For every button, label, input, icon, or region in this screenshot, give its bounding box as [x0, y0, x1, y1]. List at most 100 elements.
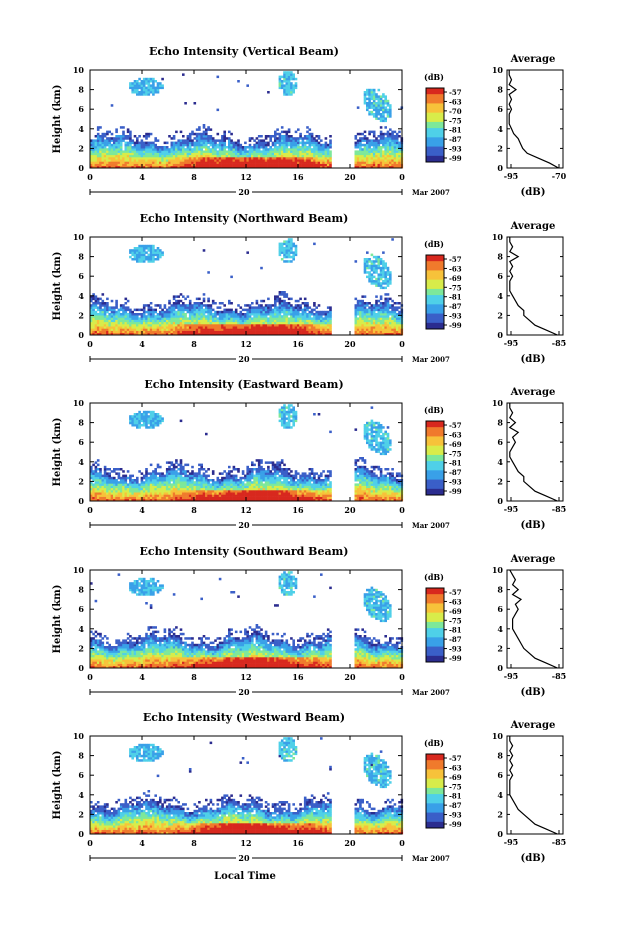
echo-cell	[188, 304, 192, 307]
echo-cell	[92, 308, 95, 312]
echo-cell	[175, 474, 178, 478]
echo-cell	[136, 492, 139, 495]
echo-cell	[200, 324, 203, 327]
echo-cell	[117, 492, 121, 495]
echo-cell	[182, 485, 185, 489]
echo-cell	[398, 150, 401, 153]
echo-cell	[384, 163, 387, 167]
echo-cell	[232, 326, 236, 329]
echo-cell	[260, 152, 263, 156]
echo-cell	[177, 483, 180, 486]
echo-cell	[389, 280, 392, 283]
echo-cell	[278, 143, 282, 147]
echo-cell	[290, 328, 293, 331]
echo-cell	[165, 474, 169, 478]
echo-cell	[389, 137, 392, 140]
echo-cell	[142, 306, 146, 309]
echo-cell	[326, 326, 330, 329]
echo-cell	[377, 146, 381, 149]
echo-cell	[147, 421, 151, 425]
echo-cell	[386, 284, 390, 287]
echo-cell	[113, 479, 116, 482]
echo-cell	[315, 324, 318, 327]
echo-cell	[315, 150, 318, 153]
echo-cell	[129, 135, 132, 138]
echo-cell	[140, 86, 144, 90]
echo-cell	[138, 328, 141, 331]
echo-cell	[142, 165, 146, 169]
echo-cell	[271, 326, 275, 329]
echo-cell	[94, 143, 98, 147]
echo-cell	[278, 77, 282, 81]
echo-cell	[359, 141, 362, 145]
echo-cell	[165, 498, 169, 502]
echo-cell	[253, 150, 256, 153]
echo-cell	[395, 163, 399, 167]
echo-cell	[115, 481, 118, 484]
echo-cell	[145, 251, 148, 254]
echo-cell	[237, 148, 240, 151]
echo-cell	[142, 494, 146, 497]
echo-cell	[271, 310, 275, 314]
echo-cell	[313, 159, 316, 162]
echo-cell	[221, 319, 224, 323]
echo-cell	[216, 143, 220, 147]
echo-cell	[253, 332, 256, 336]
echo-cell	[202, 139, 206, 142]
echo-cell	[99, 308, 102, 312]
echo-cell	[218, 315, 222, 318]
echo-cell	[246, 324, 249, 327]
echo-cell	[221, 143, 224, 147]
echo-cell	[368, 102, 371, 105]
echo-cell	[218, 148, 222, 151]
echo-cell	[382, 143, 385, 147]
echo-cell	[214, 148, 217, 151]
echo-cell	[297, 310, 300, 314]
echo-cell	[110, 326, 114, 329]
echo-cell	[175, 146, 178, 149]
echo-cell	[159, 255, 162, 259]
echo-cell	[110, 306, 114, 309]
colorbar-segment	[426, 137, 444, 141]
echo-cell	[161, 479, 164, 482]
echo-cell	[260, 150, 263, 153]
echo-cell	[292, 319, 295, 323]
echo-cell	[154, 470, 157, 473]
echo-cell	[152, 77, 155, 81]
echo-cell	[198, 163, 201, 167]
echo-cell	[276, 163, 279, 167]
echo-cell	[94, 150, 98, 153]
echo-cell	[170, 487, 174, 491]
echo-cell	[384, 332, 387, 336]
echo-cell	[290, 319, 293, 323]
echo-cell	[280, 75, 284, 79]
echo-cell	[168, 148, 171, 151]
echo-cell	[253, 319, 256, 323]
echo-cell	[221, 165, 224, 169]
echo-cell	[172, 165, 176, 169]
echo-cell	[313, 304, 316, 307]
echo-cell	[251, 332, 254, 336]
echo-cell	[372, 308, 376, 312]
echo-cell	[140, 88, 144, 92]
echo-cell	[269, 310, 272, 314]
echo-cell	[101, 152, 105, 156]
echo-cell	[370, 260, 374, 263]
echo-cell	[209, 306, 213, 309]
echo-cell	[117, 483, 121, 486]
echo-cell	[126, 332, 130, 336]
echo-cell	[297, 150, 300, 153]
echo-cell	[285, 91, 289, 94]
echo-cell	[377, 282, 381, 285]
echo-cell	[177, 330, 180, 334]
echo-cell	[170, 492, 174, 495]
echo-cell	[368, 141, 371, 145]
echo-cell	[375, 95, 378, 98]
echo-cell	[108, 308, 111, 312]
echo-cell	[119, 479, 123, 482]
echo-cell	[278, 302, 282, 305]
echo-cell	[260, 165, 263, 169]
echo-cell	[280, 165, 284, 169]
echo-cell	[280, 299, 284, 303]
